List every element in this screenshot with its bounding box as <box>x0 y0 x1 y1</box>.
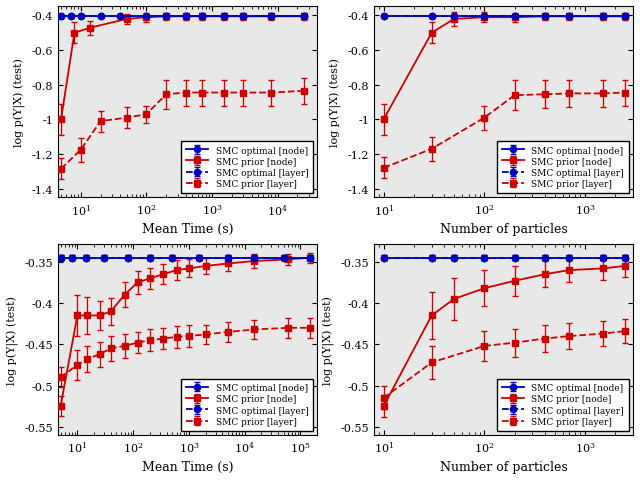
Legend: SMC optimal [node], SMC prior [node], SMC optimal [layer], SMC prior [layer]: SMC optimal [node], SMC prior [node], SM… <box>497 142 628 193</box>
Y-axis label: log p(Y|X) (test): log p(Y|X) (test) <box>14 58 26 147</box>
X-axis label: Number of particles: Number of particles <box>440 223 567 236</box>
Y-axis label: log p(Y|X) (test): log p(Y|X) (test) <box>7 295 19 384</box>
Legend: SMC optimal [node], SMC prior [node], SMC optimal [layer], SMC prior [layer]: SMC optimal [node], SMC prior [node], SM… <box>181 379 313 431</box>
X-axis label: Mean Time (s): Mean Time (s) <box>142 223 234 236</box>
Legend: SMC optimal [node], SMC prior [node], SMC optimal [layer], SMC prior [layer]: SMC optimal [node], SMC prior [node], SM… <box>497 379 628 431</box>
Legend: SMC optimal [node], SMC prior [node], SMC optimal [layer], SMC prior [layer]: SMC optimal [node], SMC prior [node], SM… <box>181 142 313 193</box>
Y-axis label: log p(Y|X) (test): log p(Y|X) (test) <box>330 58 342 147</box>
X-axis label: Number of particles: Number of particles <box>440 460 567 473</box>
Y-axis label: log p(Y|X) (test): log p(Y|X) (test) <box>323 295 335 384</box>
X-axis label: Mean Time (s): Mean Time (s) <box>142 460 234 473</box>
